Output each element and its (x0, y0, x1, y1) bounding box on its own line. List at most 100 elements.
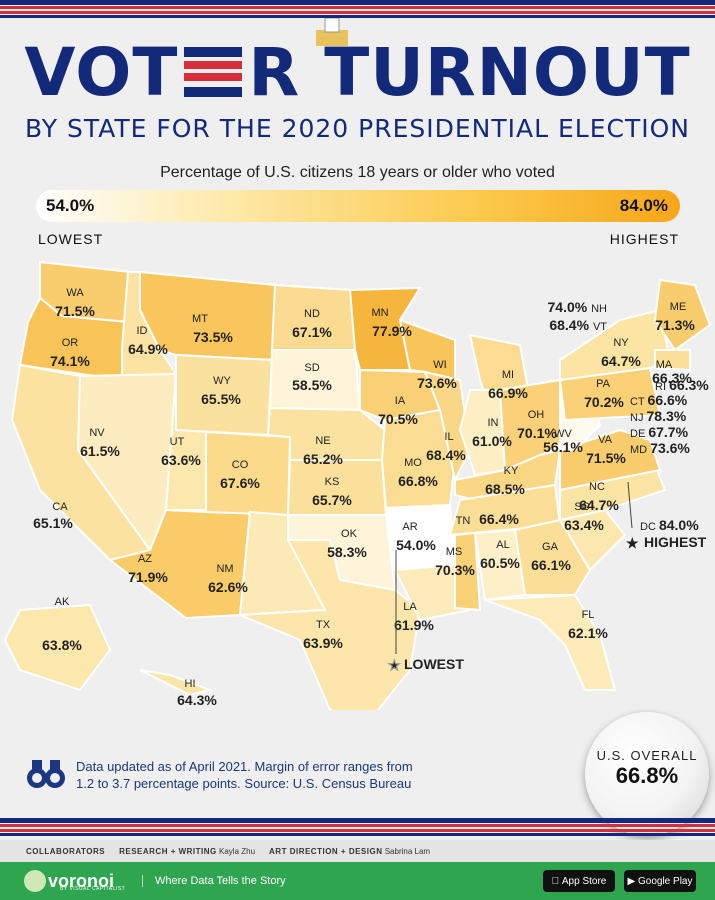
state-abbr-nc: NC (589, 481, 605, 493)
footer-tagline: Where Data Tells the Story (142, 875, 286, 887)
state-ma (654, 349, 691, 372)
legend-lowest-label: LOWEST (38, 231, 104, 247)
research-name: Kayla Zhu (219, 846, 256, 856)
state-value-va: 71.5% (586, 450, 626, 466)
state-abbr-ky: KY (504, 465, 519, 477)
state-abbr-oh: OH (528, 409, 545, 421)
state-value-ks: 65.7% (312, 492, 352, 508)
state-value-mo: 66.8% (398, 473, 438, 489)
state-abbr-or: OR (62, 337, 79, 349)
title-part-2: R TURNOUT (248, 34, 691, 111)
state-value-az: 71.9% (128, 569, 168, 585)
legend-max-value: 84.0% (619, 196, 668, 215)
state-il (423, 370, 472, 483)
legend-highest-label: HIGHEST (609, 231, 679, 247)
highest-star-icon: ★ (626, 535, 639, 551)
state-value-mi: 66.9% (488, 385, 528, 401)
state-value-me: 71.3% (655, 317, 695, 333)
overall-value: 66.8% (615, 763, 679, 788)
state-abbr-ak: AK (55, 596, 70, 608)
apple-icon:  (552, 876, 560, 887)
state-abbr-il: IL (444, 431, 453, 443)
note-line-2: 1.2 to 3.7 percentage points. Source: U.… (76, 776, 412, 791)
state-co (205, 430, 292, 517)
state-value-fl: 62.1% (568, 625, 608, 641)
state-value-ne: 65.2% (303, 451, 343, 467)
google-play-button[interactable]: ▶ Google Play (624, 870, 696, 892)
state-value-oh: 70.1% (517, 425, 557, 441)
state-abbr-hi: HI (185, 678, 196, 690)
state-abbr-mi: MI (502, 369, 514, 381)
lowest-marker-label: LOWEST (404, 656, 464, 672)
state-value-ga: 66.1% (531, 557, 571, 573)
state-abbr-wi: WI (433, 359, 446, 371)
research-label: RESEARCH + WRITING (119, 846, 217, 856)
note-line-1: Data updated as of April 2021. Margin of… (76, 759, 413, 774)
title-part-1: VOT (24, 34, 179, 111)
state-abbr-mn: MN (371, 307, 388, 319)
state-abbr-ca: CA (52, 501, 68, 513)
binoculars-icon (27, 760, 65, 788)
state-abbr-ne: NE (315, 435, 330, 447)
small-state-ct: CT 66.6% (630, 392, 688, 408)
small-state-vt: 68.4% VT (549, 317, 607, 333)
state-abbr-tn: TN (456, 515, 471, 527)
state-abbr-id: ID (137, 325, 148, 337)
state-abbr-pa: PA (596, 378, 611, 390)
state-abbr-ia: IA (395, 395, 406, 407)
state-abbr-ar: AR (402, 521, 417, 533)
title-block: VOT R TURNOUT (0, 40, 715, 106)
legend-min-value: 54.0% (46, 196, 95, 215)
brand-subtitle: BY VISUAL CAPITALIST (60, 886, 126, 892)
state-abbr-la: LA (403, 601, 417, 613)
state-abbr-wv: WV (554, 428, 572, 440)
state-abbr-sc: SC (574, 501, 589, 513)
state-abbr-nm: NM (216, 563, 233, 575)
brand-name[interactable]: voronoi (48, 870, 114, 891)
data-note: Data updated as of April 2021. Margin of… (26, 758, 486, 792)
state-value-ms: 70.3% (435, 562, 475, 578)
small-state-md: MD 73.6% (630, 440, 690, 456)
state-value-al: 60.5% (480, 555, 520, 571)
app-store-label: App Store (558, 875, 606, 887)
state-abbr-ga: GA (542, 541, 559, 553)
state-va (559, 428, 662, 492)
state-value-tx: 63.9% (303, 635, 343, 651)
state-hi (139, 669, 214, 697)
flag-e-icon (184, 47, 243, 97)
state-value-pa: 70.2% (584, 394, 624, 410)
state-abbr-mt: MT (192, 313, 208, 325)
state-abbr-al: AL (496, 539, 509, 551)
state-me (653, 278, 712, 352)
state-abbr-me: ME (670, 301, 687, 313)
state-value-ar: 54.0% (396, 537, 436, 553)
credits-bar: COLLABORATORS RESEARCH + WRITING Kayla Z… (0, 840, 715, 862)
state-value-wi: 73.6% (417, 375, 457, 391)
state-abbr-ok: OK (341, 528, 358, 540)
state-value-hi: 64.3% (177, 692, 217, 708)
state-abbr-nv: NV (89, 427, 105, 439)
state-abbr-ks: KS (325, 476, 340, 488)
bottom-stripe-band (0, 818, 715, 836)
state-value-nv: 61.5% (80, 443, 120, 459)
state-abbr-ut: UT (170, 436, 185, 448)
state-fl (484, 593, 617, 691)
small-state-nh: 74.0% NH (548, 299, 608, 315)
state-abbr-mo: MO (404, 457, 422, 469)
state-value-il: 68.4% (426, 447, 466, 463)
state-value-ak: 63.8% (42, 637, 82, 653)
state-abbr-ms: MS (446, 546, 463, 558)
state-value-wv: 56.1% (543, 439, 583, 455)
collaborators-label: COLLABORATORS (26, 846, 106, 856)
state-value-ma: 66.3% (652, 370, 692, 386)
highest-marker-label: HIGHEST (644, 534, 707, 550)
state-value-in: 61.0% (472, 433, 512, 449)
state-abbr-ny: NY (613, 337, 629, 349)
state-value-mt: 73.5% (193, 329, 233, 345)
state-value-tn: 66.4% (479, 511, 519, 527)
state-abbr-va: VA (598, 434, 613, 446)
app-store-button[interactable]:  App Store (543, 870, 615, 892)
state-abbr-nd: ND (304, 308, 320, 320)
state-value-ky: 68.5% (485, 481, 525, 497)
state-value-ut: 63.6% (161, 452, 201, 468)
